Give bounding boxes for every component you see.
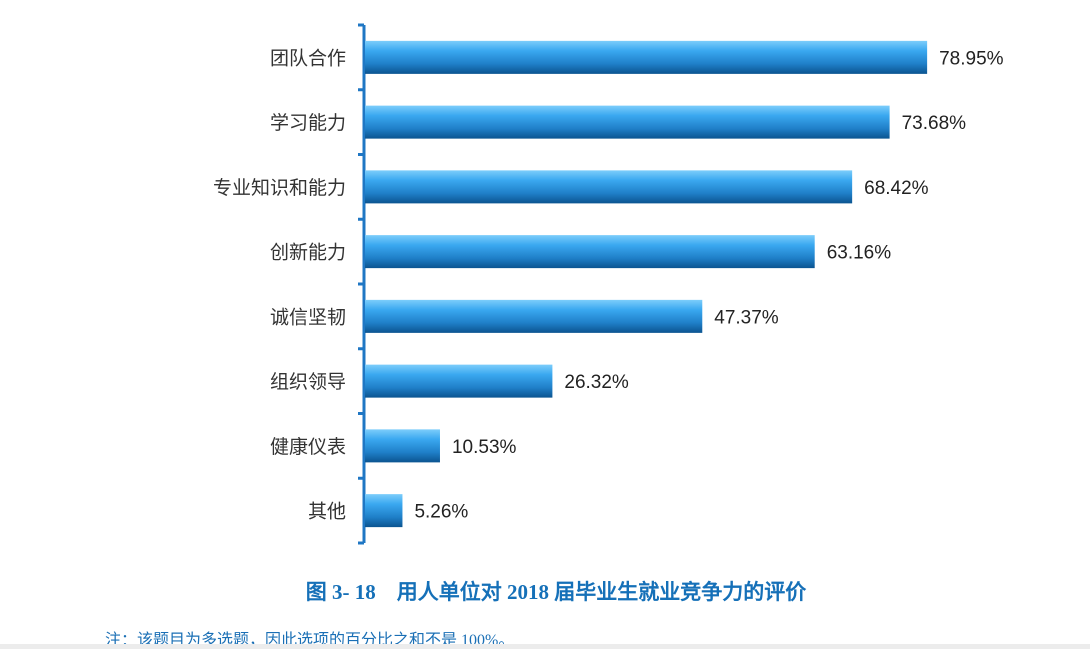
data-label: 73.68% <box>902 113 967 134</box>
category-label: 创新能力 <box>270 242 346 264</box>
category-label: 专业知识和能力 <box>213 177 346 199</box>
bar <box>365 364 553 398</box>
data-label: 47.37% <box>714 307 779 328</box>
category-label: 学习能力 <box>270 112 346 134</box>
category-label: 组织领导 <box>270 371 346 393</box>
category-label: 其他 <box>308 501 346 523</box>
chart-caption: 图 3- 18 用人单位对 2018 届毕业生就业竞争力的评价 <box>305 580 807 604</box>
bar <box>365 40 928 74</box>
data-label: 26.32% <box>564 372 629 393</box>
bar-chart: 团队合作 78.95% 学习能力 73.68% 专业知识和能力 68.42% 创新能力 63.… <box>213 23 1004 545</box>
bar <box>365 105 890 139</box>
category-label: 团队合作 <box>270 47 346 69</box>
bar <box>365 299 703 333</box>
data-label: 78.95% <box>939 48 1004 69</box>
page-bottom-band <box>0 644 1090 649</box>
data-label: 10.53% <box>452 437 517 458</box>
data-label: 63.16% <box>827 243 892 264</box>
data-label: 68.42% <box>864 178 929 199</box>
category-label: 健康仪表 <box>270 436 346 458</box>
data-label: 5.26% <box>414 502 468 523</box>
bar <box>365 429 440 463</box>
bar <box>365 170 853 204</box>
bar <box>365 494 403 528</box>
bar <box>365 235 815 269</box>
category-label: 诚信坚韧 <box>270 306 346 328</box>
